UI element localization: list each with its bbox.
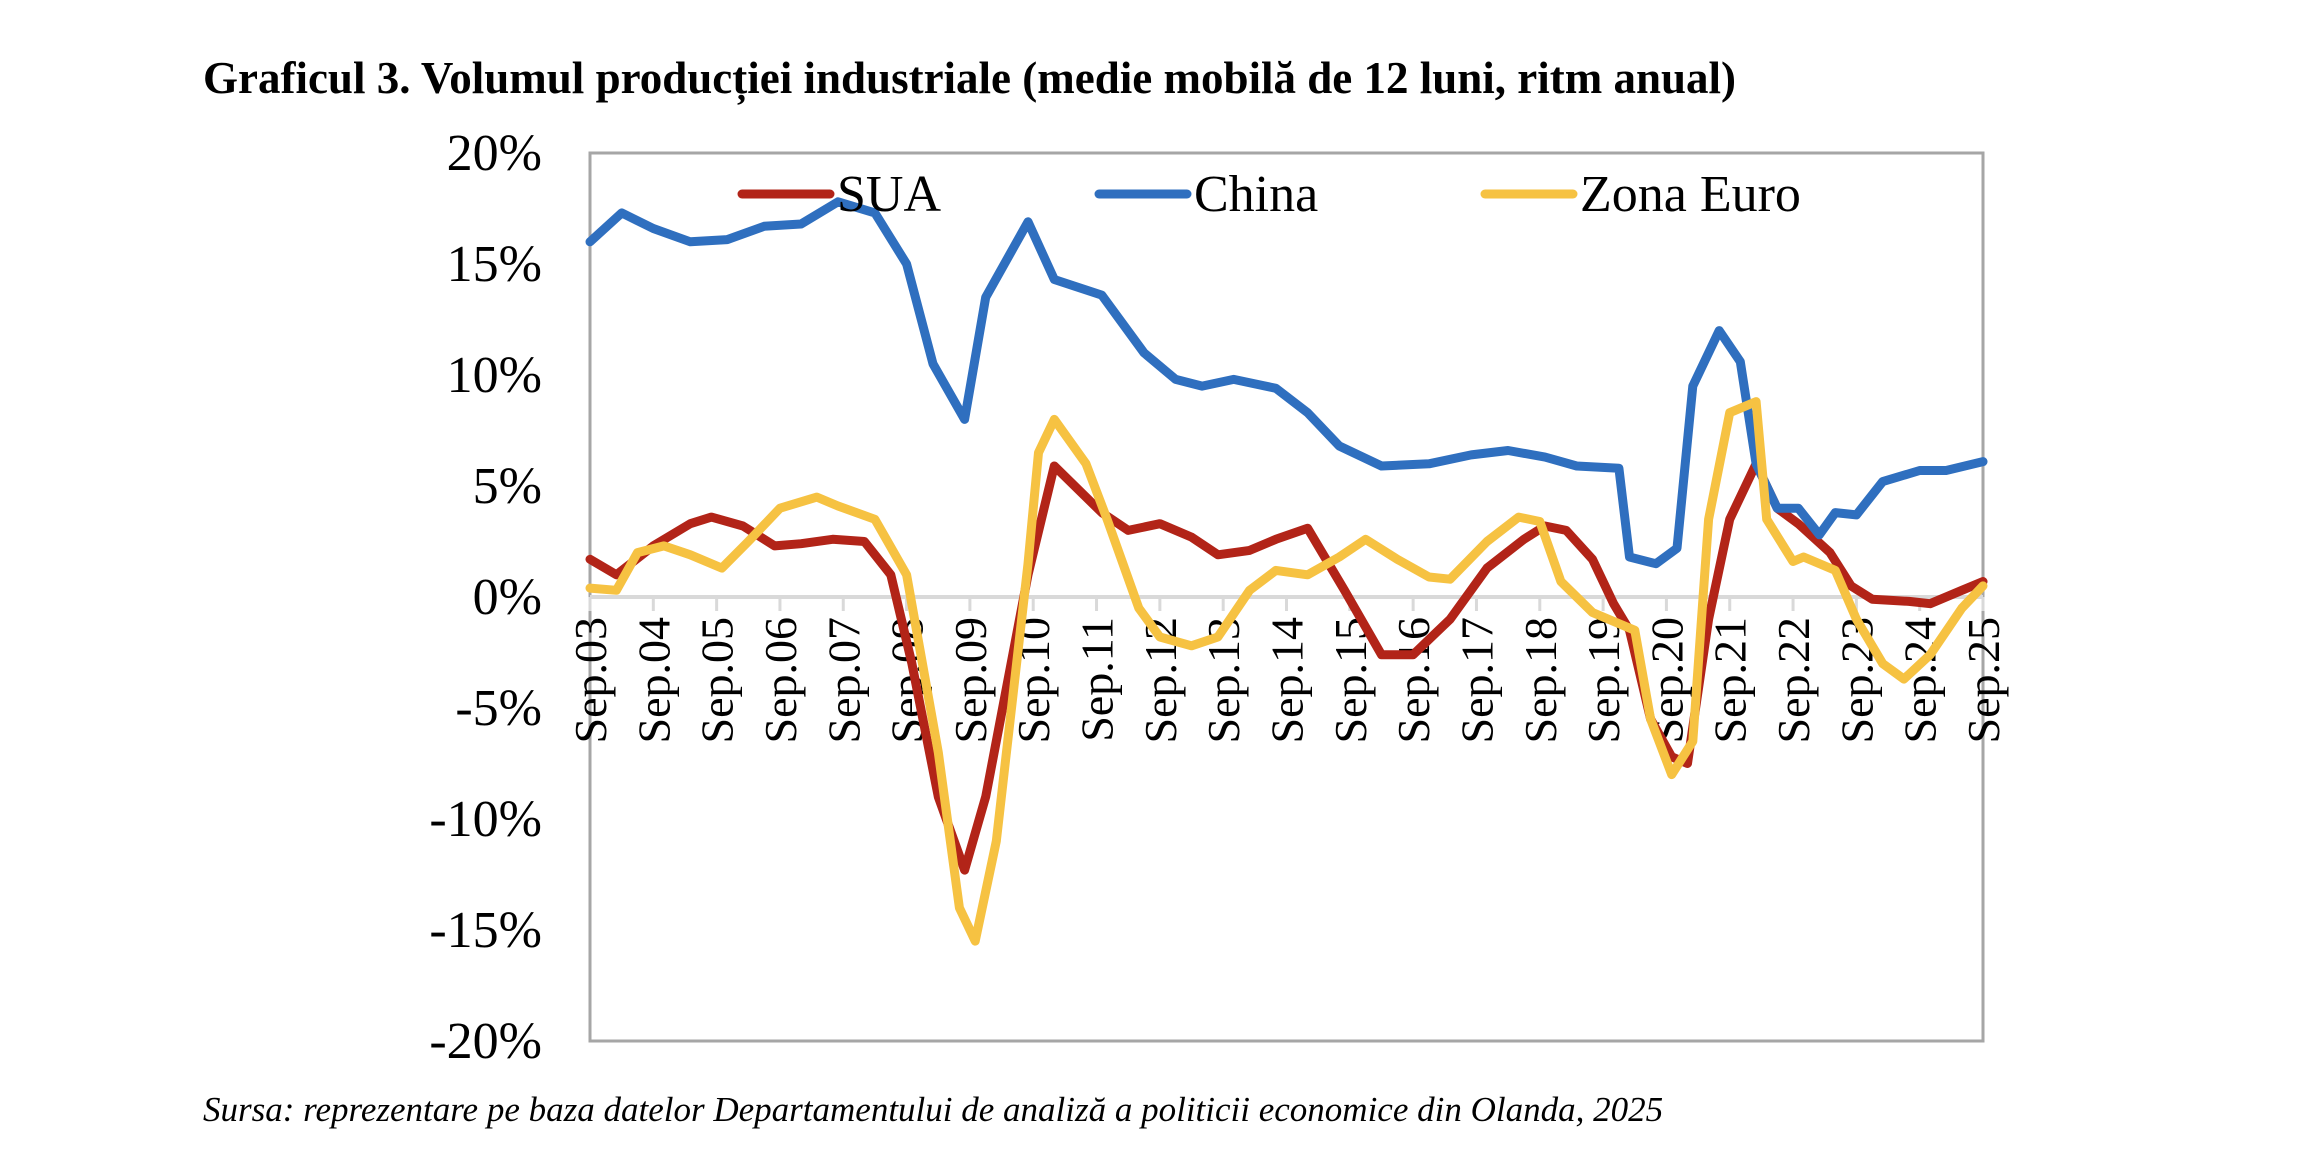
x-axis: Sep.03 Sep.04 Sep.05 Sep.06 Sep.07 Sep.08 Sep.… bbox=[565, 595, 2009, 744]
legend-label: China bbox=[1194, 166, 1318, 223]
legend: SUA China Zona Euro bbox=[737, 166, 1801, 223]
x-tick-label: Sep.04 bbox=[628, 617, 679, 744]
legend-item: SUA bbox=[737, 166, 941, 223]
x-tick-label: Sep.06 bbox=[755, 617, 806, 744]
series-lines bbox=[585, 197, 1988, 946]
y-tick-label: 5% bbox=[473, 458, 542, 515]
x-tick-label: Sep.21 bbox=[1705, 617, 1756, 744]
y-tick-label: -5% bbox=[455, 680, 542, 737]
legend-label: SUA bbox=[837, 166, 941, 223]
x-tick-label: Sep.18 bbox=[1515, 617, 1566, 744]
x-tick-label: Sep.25 bbox=[1958, 617, 2009, 744]
x-tick-label: Sep.07 bbox=[818, 617, 869, 744]
x-tick-label: Sep.14 bbox=[1262, 617, 1313, 744]
series-line-china bbox=[585, 197, 1988, 569]
source-note: Sursa: reprezentare pe baza datelor Depa… bbox=[203, 1090, 1664, 1129]
y-tick-label: -15% bbox=[429, 902, 542, 959]
y-tick-label: -10% bbox=[429, 791, 542, 848]
y-tick-label: 0% bbox=[473, 569, 542, 626]
legend-item: Zona Euro bbox=[1480, 166, 1801, 223]
y-tick-label: 20% bbox=[447, 125, 542, 182]
y-axis: 20% 15% 10% 5% 0% -5% -10% -15% -20% bbox=[429, 125, 542, 1070]
legend-item: China bbox=[1094, 166, 1318, 223]
y-tick-label: -20% bbox=[429, 1013, 542, 1070]
x-tick-label: Sep.05 bbox=[692, 617, 743, 744]
x-tick-label: Sep.17 bbox=[1451, 617, 1502, 744]
y-tick-label: 15% bbox=[447, 236, 542, 293]
x-tick-label: Sep.03 bbox=[565, 617, 616, 744]
legend-label: Zona Euro bbox=[1580, 166, 1801, 223]
x-tick-label: Sep.22 bbox=[1768, 617, 1819, 744]
x-tick-label: Sep.19 bbox=[1578, 617, 1629, 744]
x-tick-label: Sep.23 bbox=[1831, 617, 1882, 744]
x-tick-label: Sep.11 bbox=[1072, 617, 1123, 742]
y-tick-label: 10% bbox=[447, 347, 542, 404]
x-tick-label: Sep.09 bbox=[945, 617, 996, 744]
series-line-zona-euro bbox=[585, 397, 1988, 946]
chart-title: Graficul 3. Volumul producției industria… bbox=[203, 53, 1737, 103]
